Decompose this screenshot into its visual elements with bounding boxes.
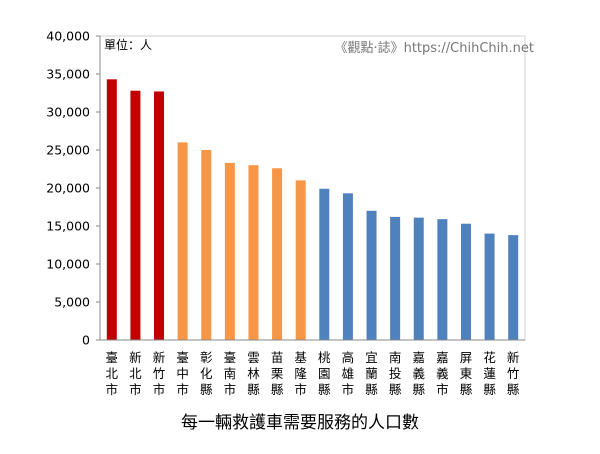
x-tick-label: 彰化縣: [200, 350, 213, 397]
y-tick-label: 25,000: [46, 143, 90, 158]
bar: [484, 233, 495, 340]
bar: [413, 217, 424, 340]
x-tick-label: 南投縣: [389, 350, 402, 397]
y-tick-label: 15,000: [46, 219, 90, 234]
y-tick-label: 20,000: [46, 181, 90, 196]
bar: [106, 79, 117, 340]
bar: [319, 188, 330, 340]
bars: [106, 79, 519, 340]
x-tick-label: 苗栗縣: [271, 350, 284, 397]
bar: [366, 210, 377, 340]
x-tick-label: 臺中市: [176, 350, 189, 397]
x-tick-label: 宜蘭縣: [365, 350, 378, 397]
bar: [437, 219, 448, 340]
x-tick-label: 新北市: [129, 350, 142, 397]
bar: [508, 235, 519, 340]
x-tick-label: 臺南市: [224, 350, 237, 397]
x-tick-label: 雲林縣: [247, 350, 260, 397]
bar: [248, 165, 259, 340]
x-tick-label: 花蓮縣: [483, 350, 496, 397]
x-tick-label: 臺北市: [106, 350, 119, 397]
y-tick-label: 35,000: [46, 67, 90, 82]
bar: [295, 180, 306, 340]
y-tick-label: 30,000: [46, 105, 90, 120]
y-tick-label: 5,000: [54, 295, 90, 310]
y-tick-label: 10,000: [46, 257, 90, 272]
plot-area: [99, 35, 526, 341]
x-tick-label: 新竹市: [153, 350, 166, 397]
bar: [177, 142, 188, 340]
bar: [224, 162, 235, 340]
watermark: 《觀點·誌》https://ChihChih.net: [334, 40, 534, 56]
bar: [130, 90, 141, 340]
chart-title: 每一輛救護車需要服務的人口數: [181, 413, 419, 433]
x-tick-label: 桃園縣: [318, 350, 331, 397]
x-axis: 臺北市新北市新竹市臺中市彰化縣臺南市雲林縣苗栗縣基隆市桃園縣高雄市宜蘭縣南投縣嘉…: [106, 350, 520, 397]
bar: [460, 223, 471, 340]
x-tick-label: 嘉義縣: [412, 350, 425, 397]
x-tick-label: 屏東縣: [460, 350, 473, 397]
y-axis: 0 5,000 10,000 15,000 20,000 25,000 30,000 35,0…: [46, 29, 100, 348]
bar: [342, 193, 353, 340]
x-tick-label: 嘉義市: [436, 350, 449, 397]
bar: [201, 150, 212, 340]
y-tick-label: 40,000: [46, 29, 90, 44]
x-tick-label: 高雄市: [342, 350, 355, 397]
x-tick-label: 基隆市: [294, 350, 307, 397]
x-tick-label: 新竹縣: [507, 350, 520, 397]
y-tick-label: 0: [82, 333, 90, 348]
bar: [272, 168, 283, 340]
bar: [154, 91, 165, 340]
bar: [390, 216, 401, 340]
unit-label: 單位：人: [104, 37, 152, 52]
